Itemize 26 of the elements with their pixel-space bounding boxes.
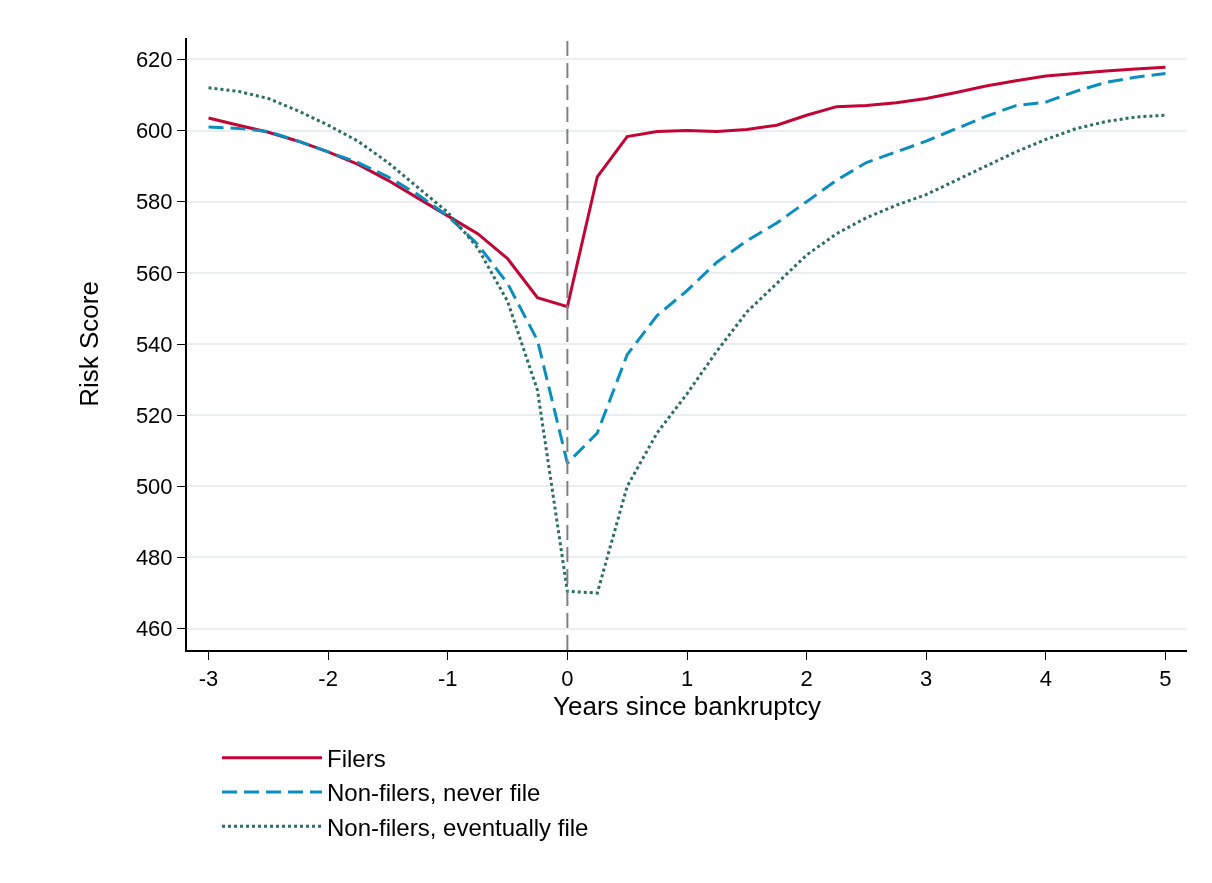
x-tick-label: -3	[198, 666, 219, 692]
x-tick-label: 4	[1039, 666, 1052, 692]
y-axis-title: Risk Score	[73, 281, 104, 407]
legend-label: Non-filers, eventually file	[327, 813, 589, 841]
y-tick-label: 600	[135, 118, 173, 144]
line-series	[207, 86, 1167, 595]
y-tick-label: 480	[135, 545, 173, 571]
y-tick-label: 620	[135, 47, 173, 73]
x-tick-label: 3	[920, 666, 933, 692]
y-tick-label: 580	[135, 189, 173, 215]
y-tick-label: 460	[135, 616, 173, 642]
x-tick-label: 5	[1159, 666, 1172, 692]
x-tick-label: -2	[318, 666, 338, 692]
x-axis-title: Years since bankruptcy	[553, 691, 821, 722]
legend-label: Non-filers, never file	[327, 779, 541, 807]
line-series	[207, 72, 1167, 465]
y-tick-label: 540	[135, 331, 173, 357]
legend-label: Filers	[327, 745, 386, 773]
y-tick-label: 520	[135, 402, 173, 428]
x-tick-label: 1	[680, 666, 694, 692]
y-tick-label: 560	[135, 260, 173, 286]
x-tick-label: 2	[800, 666, 813, 692]
x-tick-label: -1	[437, 666, 458, 692]
x-tick-label: 0	[561, 666, 574, 692]
line-series	[207, 65, 1167, 309]
y-tick-label: 500	[135, 474, 173, 500]
